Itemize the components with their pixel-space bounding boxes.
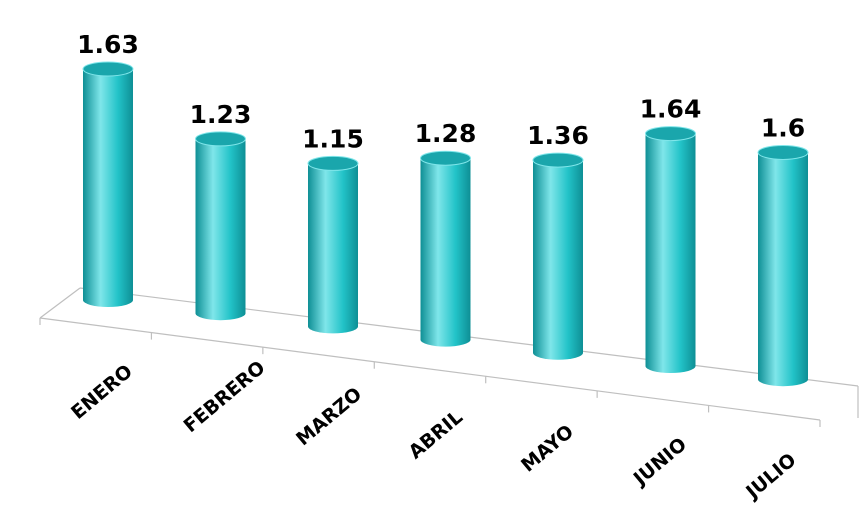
bar-enero	[82, 61, 134, 307]
data-label: 1.64	[640, 95, 702, 124]
bar-abril	[420, 150, 471, 347]
bar-top	[82, 61, 134, 77]
bar-top	[757, 144, 809, 160]
data-label: 1.6	[761, 113, 805, 142]
category-label: FEBRERO	[180, 357, 270, 437]
bar-top	[307, 155, 359, 171]
bar-series	[82, 61, 809, 387]
bar-body	[195, 138, 246, 321]
category-label: JULIO	[741, 449, 801, 504]
bar-julio	[757, 144, 809, 387]
data-label: 1.15	[302, 124, 364, 153]
bar-top	[645, 126, 696, 142]
bar-body	[758, 152, 808, 387]
category-label: MARZO	[292, 383, 366, 450]
data-label: 1.23	[190, 100, 252, 129]
category-label: JUNIO	[628, 433, 691, 491]
bar-body	[533, 160, 583, 360]
bar-top	[420, 150, 471, 166]
data-label: 1.63	[77, 30, 139, 59]
floor-edge	[39, 287, 81, 319]
category-label: ABRIL	[405, 406, 467, 463]
bar-junio	[645, 126, 696, 374]
data-label: 1.36	[527, 121, 589, 150]
floor-edge	[39, 317, 821, 421]
bar-body	[308, 163, 358, 334]
bar-body	[645, 133, 696, 374]
category-axis-labels: ENERO FEBRERO MARZO ABRIL MAYO JUNIO JULIO	[67, 357, 800, 505]
bar-top	[195, 131, 246, 147]
bar-marzo	[307, 155, 359, 334]
bar-body	[420, 158, 471, 347]
data-label: 1.28	[415, 119, 477, 148]
category-label: MAYO	[517, 421, 578, 477]
data-labels: 1.63 1.23 1.15 1.28 1.36 1.64 1.6	[77, 30, 805, 153]
bar-body	[83, 69, 133, 307]
bar-top	[532, 152, 584, 168]
category-label: ENERO	[67, 360, 137, 424]
bar-mayo	[532, 152, 584, 360]
bar-febrero	[195, 131, 246, 321]
